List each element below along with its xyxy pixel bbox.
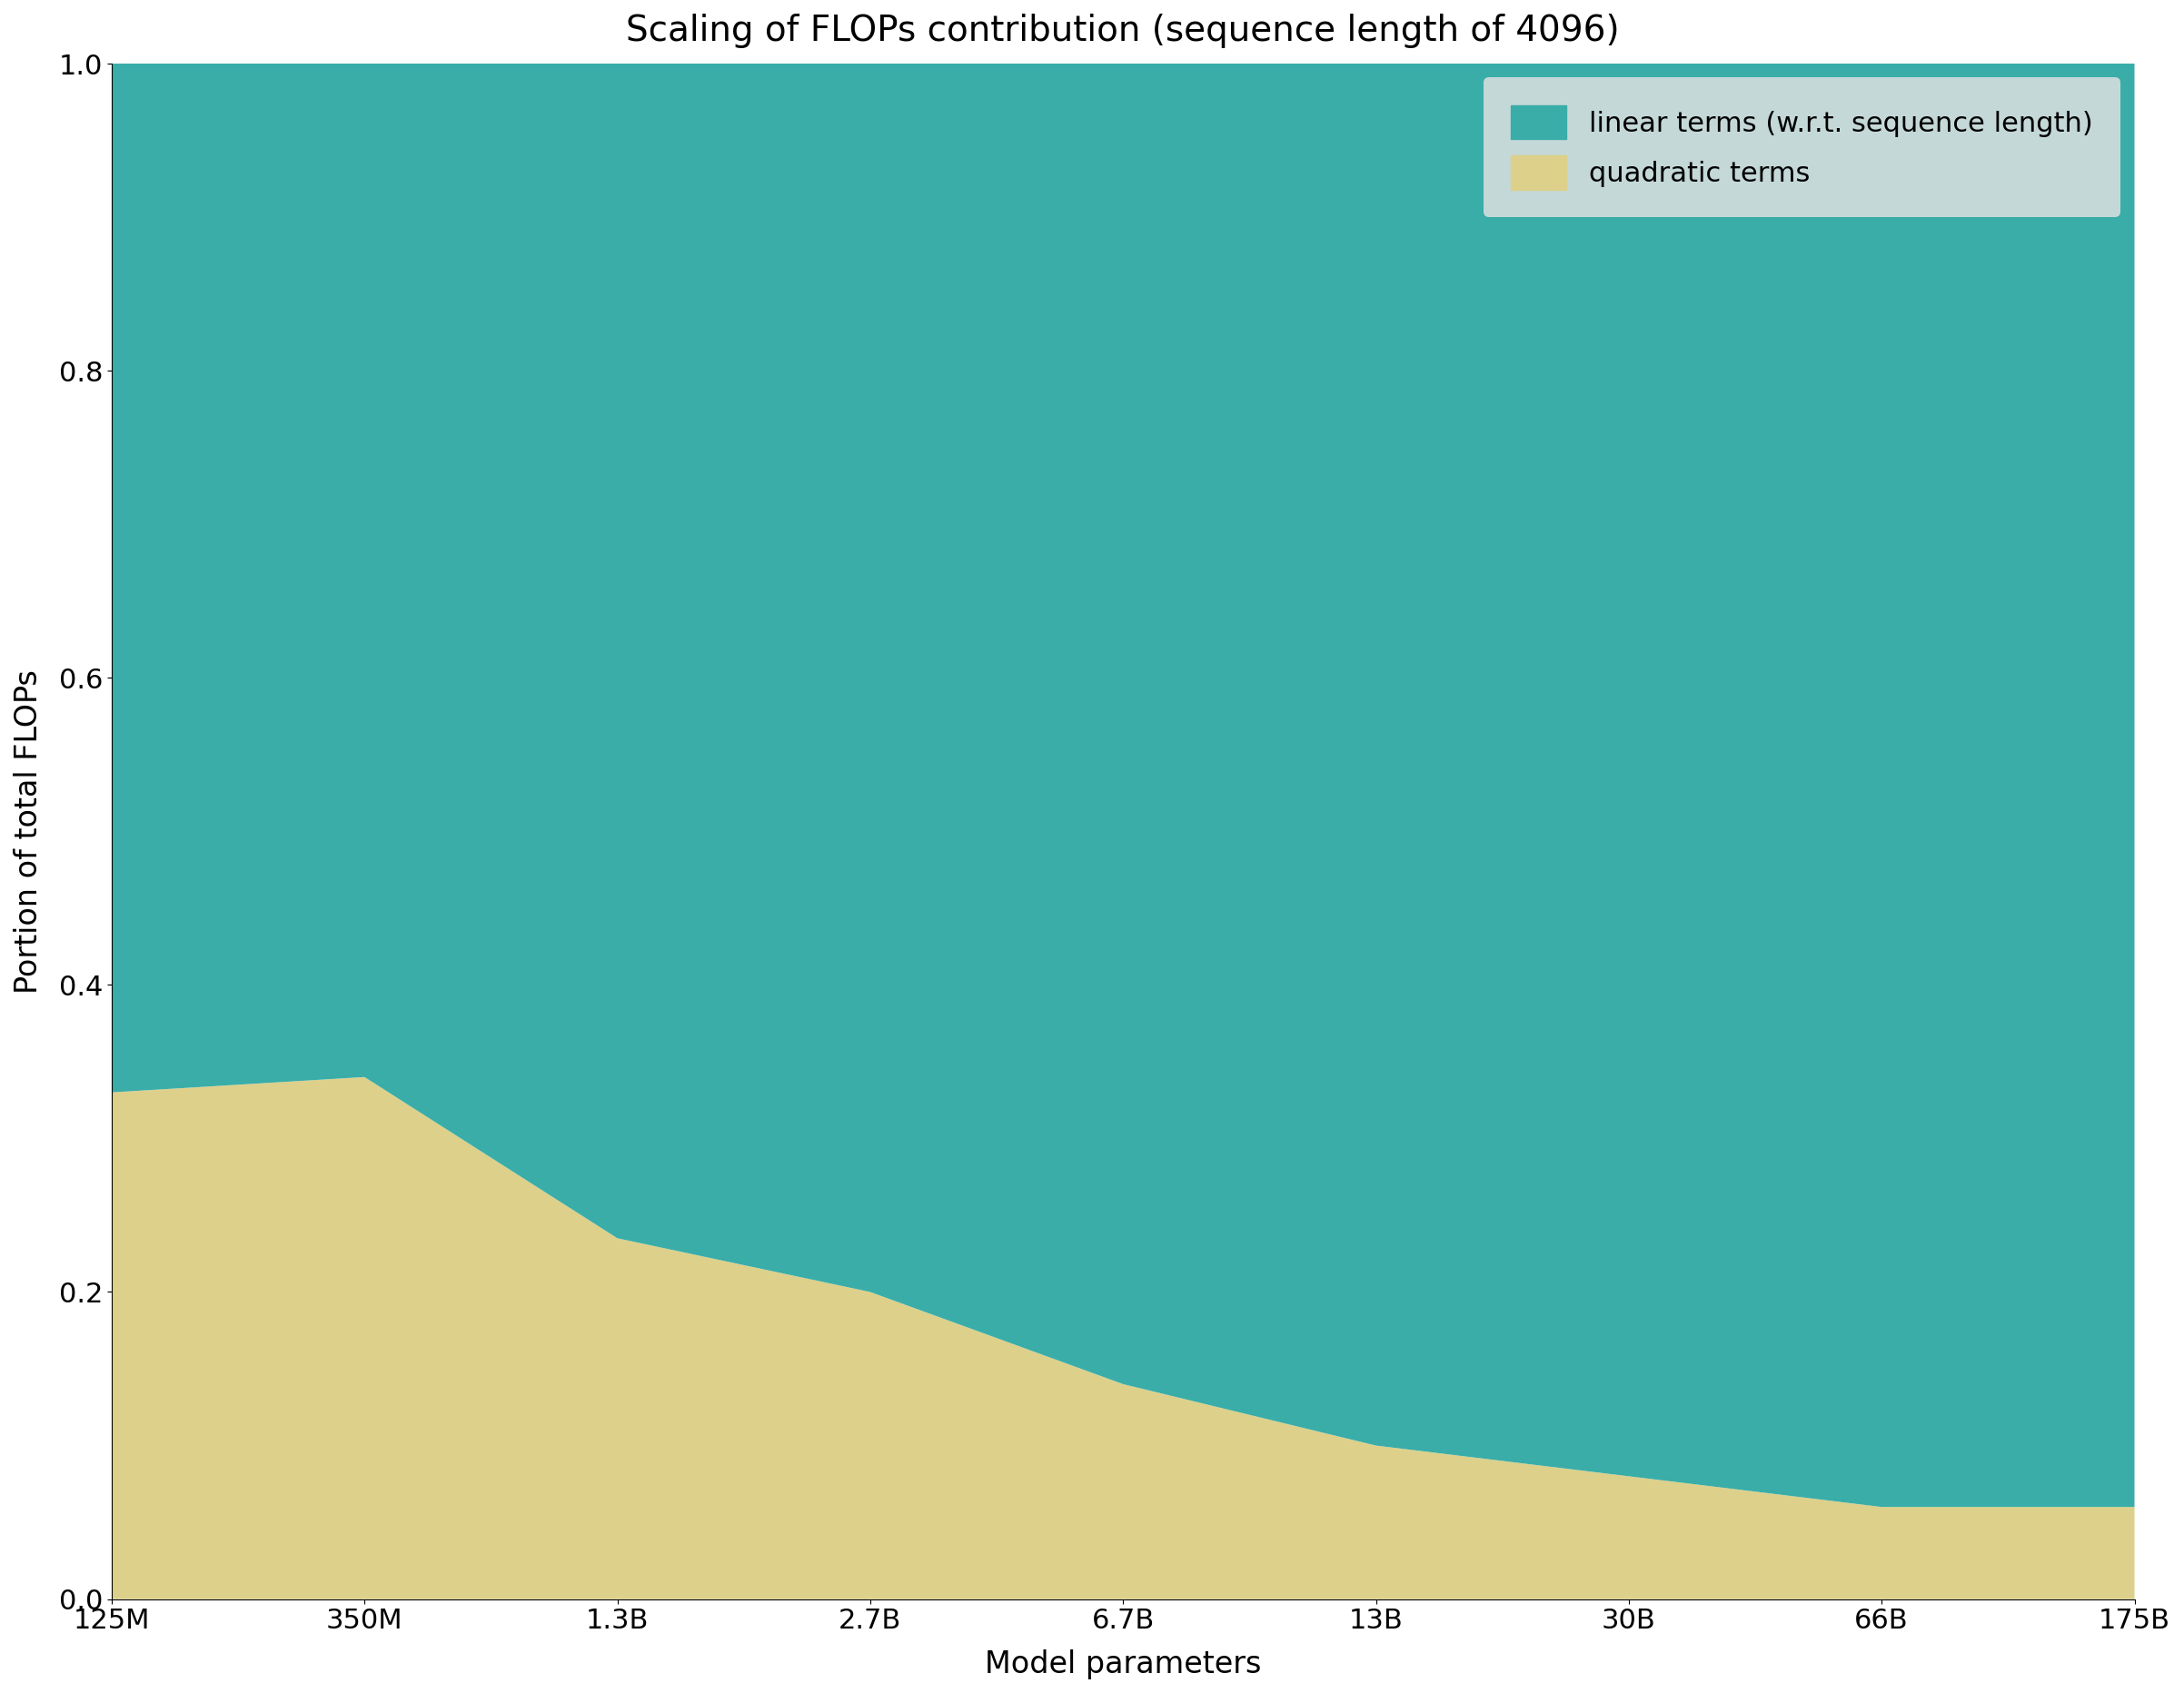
Y-axis label: Portion of total FLOPs: Portion of total FLOPs [13, 669, 44, 994]
Title: Scaling of FLOPs contribution (sequence length of 4096): Scaling of FLOPs contribution (sequence … [627, 14, 1621, 47]
X-axis label: Model parameters: Model parameters [985, 1649, 1262, 1679]
Legend: linear terms (w.r.t. sequence length), quadratic terms: linear terms (w.r.t. sequence length), q… [1483, 78, 2121, 217]
